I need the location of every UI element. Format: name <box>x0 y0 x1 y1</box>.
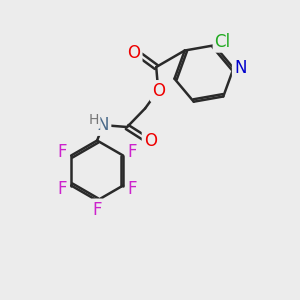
Text: H: H <box>88 113 99 127</box>
Text: F: F <box>57 180 67 198</box>
Text: O: O <box>152 82 165 100</box>
Text: F: F <box>127 180 137 198</box>
Text: Cl: Cl <box>214 33 231 51</box>
Text: F: F <box>127 143 137 161</box>
Text: F: F <box>92 200 102 218</box>
Text: O: O <box>128 44 140 62</box>
Text: N: N <box>234 59 246 77</box>
Text: O: O <box>144 131 157 149</box>
Text: F: F <box>57 143 67 161</box>
Text: N: N <box>97 116 110 134</box>
